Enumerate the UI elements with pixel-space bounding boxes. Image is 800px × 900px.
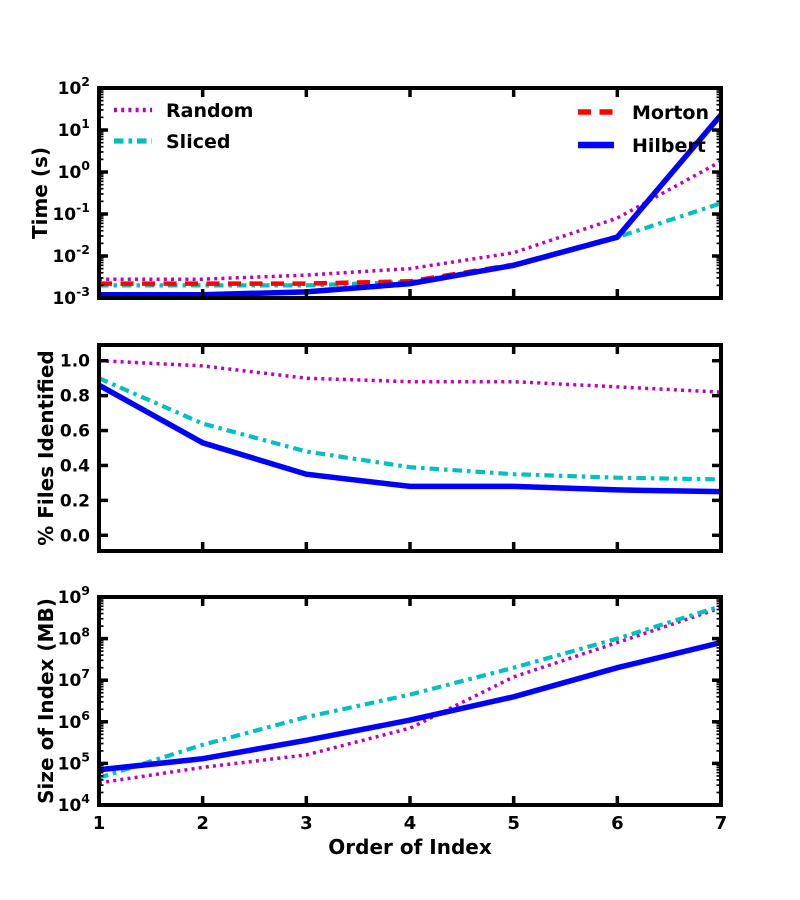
y-tick-label: 104 bbox=[58, 791, 91, 816]
y-tick-label: 10-1 bbox=[52, 200, 90, 225]
y-tick-label: 101 bbox=[58, 116, 90, 141]
curve-random-size bbox=[99, 606, 721, 785]
ticks-time bbox=[97, 86, 723, 300]
y-tick-label: 10-3 bbox=[52, 284, 90, 309]
legend-label-sliced: Sliced bbox=[166, 131, 230, 153]
ticks-files bbox=[97, 345, 723, 551]
y-tick-label: 109 bbox=[58, 583, 90, 608]
y-tick-label: 105 bbox=[58, 749, 90, 774]
y-tick-label: 102 bbox=[58, 74, 90, 99]
curve-morton-size bbox=[99, 640, 721, 773]
curve-sliced-size bbox=[99, 604, 721, 780]
curve-random-time bbox=[99, 159, 721, 281]
x-tick-label: 1 bbox=[93, 813, 106, 834]
y-tick-label: 100 bbox=[58, 158, 91, 183]
y-tick-label: 10-2 bbox=[52, 242, 90, 267]
curve-sliced-time bbox=[99, 201, 721, 288]
ticks-size bbox=[97, 595, 723, 807]
time-plot: 102 101 100 10-1 10-2 10-3 bbox=[52, 74, 723, 309]
curve-hilbert-size bbox=[99, 639, 721, 773]
y-tick-label: 0.8 bbox=[60, 387, 90, 407]
y-tick-label: 1.0 bbox=[60, 352, 90, 372]
plot-frame-files bbox=[97, 343, 723, 553]
legend-label-hilbert: Hilbert bbox=[632, 135, 706, 157]
y-tick-labels-size: 109 108 107 106 105 104 bbox=[58, 583, 91, 816]
y-tick-label: 0.0 bbox=[60, 526, 90, 546]
y-tick-labels-files: 1.0 0.8 0.6 0.4 0.2 0.0 bbox=[60, 352, 90, 547]
y-tick-labels-time: 102 101 100 10-1 10-2 10-3 bbox=[52, 74, 90, 309]
curve-hilbert-files bbox=[99, 382, 721, 495]
x-tick-label: 5 bbox=[507, 813, 520, 834]
legend-entry-morton: Morton bbox=[578, 102, 709, 124]
curve-random-files bbox=[99, 358, 721, 394]
legend-entry-hilbert: Hilbert bbox=[578, 135, 706, 157]
y-tick-label: 107 bbox=[58, 666, 90, 691]
x-tick-label: 7 bbox=[715, 813, 728, 834]
x-axis-label: Order of Index bbox=[328, 835, 492, 859]
y-tick-label: 0.2 bbox=[60, 491, 90, 511]
plot-frame-size bbox=[97, 595, 723, 807]
legend-label-morton: Morton bbox=[632, 102, 709, 124]
x-tick-label: 4 bbox=[404, 813, 417, 834]
y-tick-label: 0.6 bbox=[60, 422, 90, 442]
x-tick-label: 6 bbox=[611, 813, 624, 834]
curve-sliced-files bbox=[99, 376, 721, 482]
x-tick-label: 2 bbox=[196, 813, 209, 834]
legend-entry-sliced: Sliced bbox=[114, 131, 230, 153]
y-tick-label: 108 bbox=[58, 625, 90, 650]
files-plot: 1.0 0.8 0.6 0.4 0.2 0.0 bbox=[60, 343, 723, 553]
y-tick-label: 106 bbox=[58, 708, 91, 733]
legend-label-random: Random bbox=[166, 100, 253, 122]
legend-entry-random: Random bbox=[114, 100, 253, 122]
y-tick-label: 0.4 bbox=[60, 456, 90, 476]
x-tick-label: 3 bbox=[300, 813, 313, 834]
